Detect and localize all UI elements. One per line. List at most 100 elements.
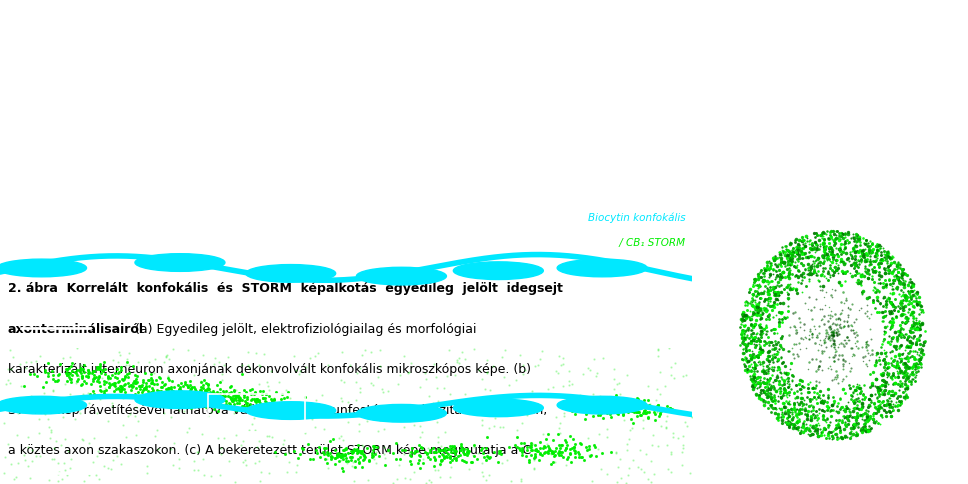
- Text: STORM kép rávetítésével láthatová válik a CB₁ immunfestés a varikozitások felszí: STORM kép rávetítésével láthatová válik …: [8, 404, 547, 417]
- Point: [742, 300, 758, 307]
- Point: [865, 412, 881, 420]
- Point: [810, 393, 826, 401]
- Point: [839, 333, 855, 340]
- Point: [770, 358, 785, 365]
- Point: [772, 260, 788, 268]
- Point: [762, 271, 777, 278]
- Point: [885, 302, 900, 310]
- Point: [790, 426, 805, 434]
- Point: [835, 248, 851, 256]
- Point: [867, 253, 883, 260]
- Point: [795, 383, 810, 391]
- Point: [1, 440, 16, 448]
- Point: [81, 368, 97, 376]
- Point: [165, 346, 180, 353]
- Point: [111, 348, 127, 356]
- Point: [443, 448, 459, 456]
- Point: [832, 235, 848, 242]
- Point: [76, 365, 91, 373]
- Point: [128, 431, 143, 439]
- Point: [901, 288, 917, 296]
- Point: [890, 372, 905, 380]
- Point: [893, 397, 909, 405]
- Point: [282, 401, 297, 408]
- Point: [739, 298, 754, 306]
- Point: [161, 386, 176, 394]
- Point: [758, 366, 773, 374]
- Point: [735, 318, 750, 325]
- Point: [861, 416, 876, 424]
- Point: [442, 391, 458, 398]
- Point: [421, 392, 437, 399]
- Point: [778, 375, 794, 383]
- Point: [845, 424, 861, 432]
- Point: [782, 253, 798, 260]
- Point: [80, 373, 96, 381]
- Point: [874, 413, 890, 421]
- Point: [852, 252, 867, 260]
- Point: [781, 269, 797, 277]
- Point: [329, 451, 345, 459]
- Point: [784, 420, 800, 428]
- Point: [748, 302, 764, 310]
- Point: [491, 447, 506, 454]
- Point: [760, 393, 775, 401]
- Point: [816, 239, 832, 247]
- Point: [757, 367, 772, 375]
- Point: [836, 342, 852, 350]
- Point: [220, 353, 235, 361]
- Point: [763, 326, 778, 333]
- Point: [287, 447, 302, 454]
- Point: [806, 265, 822, 273]
- Point: [182, 391, 197, 398]
- Point: [114, 376, 130, 383]
- Point: [911, 357, 926, 365]
- Point: [806, 245, 822, 253]
- Point: [884, 268, 899, 276]
- Point: [903, 377, 919, 384]
- Point: [310, 349, 325, 357]
- Point: [853, 406, 868, 413]
- Point: [764, 355, 779, 363]
- Point: [912, 318, 927, 325]
- Point: [812, 425, 828, 433]
- Point: [751, 394, 767, 402]
- Point: [632, 446, 648, 454]
- Point: [914, 345, 929, 352]
- Point: [855, 391, 870, 399]
- Point: [108, 374, 124, 381]
- Point: [867, 257, 883, 265]
- Point: [592, 411, 608, 419]
- Point: [909, 288, 924, 296]
- Point: [352, 384, 368, 392]
- Point: [186, 371, 201, 379]
- Point: [825, 319, 840, 327]
- Point: [804, 430, 820, 438]
- Point: [606, 376, 621, 383]
- Point: [828, 341, 843, 349]
- Point: [274, 391, 289, 398]
- Point: [431, 446, 446, 454]
- Point: [755, 277, 771, 285]
- Point: [904, 352, 920, 360]
- Point: [581, 445, 596, 453]
- Point: [875, 279, 891, 287]
- Point: [560, 454, 575, 461]
- Point: [749, 306, 765, 314]
- Point: [771, 338, 786, 346]
- Point: [879, 264, 894, 272]
- Point: [763, 375, 778, 382]
- Point: [223, 394, 238, 402]
- Point: [737, 317, 752, 324]
- Point: [757, 401, 772, 409]
- Point: [802, 421, 818, 429]
- Point: [734, 334, 749, 342]
- Point: [216, 396, 231, 404]
- Point: [549, 367, 564, 375]
- Point: [907, 360, 923, 368]
- Point: [829, 371, 844, 378]
- Point: [750, 290, 766, 298]
- Point: [514, 444, 529, 452]
- Point: [773, 268, 789, 276]
- Point: [438, 446, 453, 454]
